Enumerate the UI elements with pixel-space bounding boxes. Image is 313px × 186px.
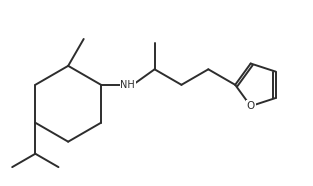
Text: NH: NH	[120, 80, 135, 90]
Text: O: O	[247, 101, 255, 111]
